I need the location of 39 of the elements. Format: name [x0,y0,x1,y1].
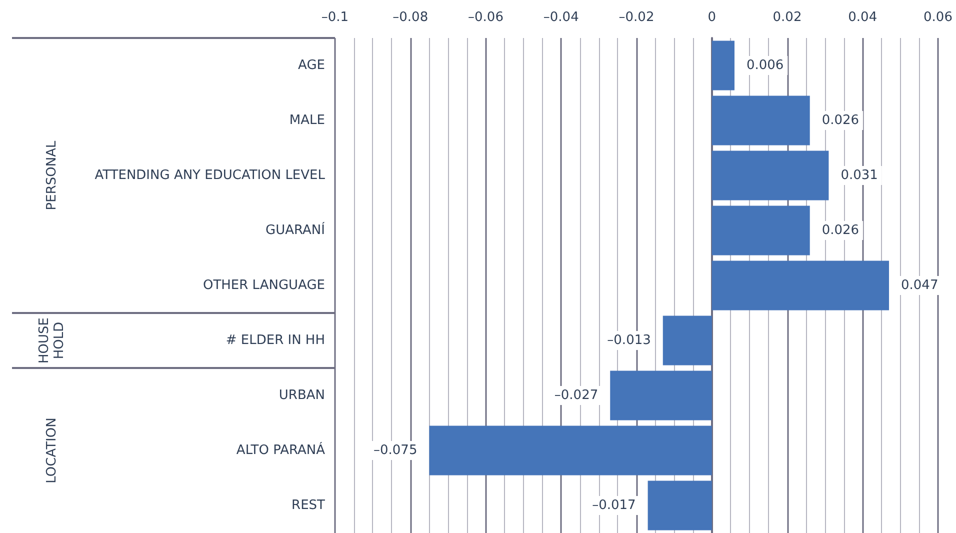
data-label: 0.031 [840,168,878,183]
data-label: 0.006 [746,58,784,73]
y-tick-label: REST [292,498,326,513]
data-label: 0.026 [822,113,860,128]
x-tick-label: –0.04 [543,10,579,25]
bar [712,206,810,256]
bar [712,260,890,310]
bar [662,316,712,366]
x-tick-label: 0 [708,10,716,25]
data-label: –0.075 [374,443,418,458]
x-tick-label: –0.06 [468,10,504,25]
y-tick-label: # ELDER IN HH [226,333,325,348]
text: PERSONAL [44,140,60,210]
x-tick-label: 0.06 [924,10,952,25]
data-label: –0.027 [554,388,598,403]
x-tick-label: 0.02 [772,10,802,25]
y-tick-label: ATTENDING ANY EDUCATION LEVEL [94,168,326,183]
x-tick-label: 0.04 [848,10,878,25]
x-tick-label: –0.02 [618,10,654,25]
y-tick-label: MALE [289,113,325,128]
data-label: 0.047 [901,278,938,293]
x-tick-label: –0.1 [321,10,349,25]
text: LOCATION [44,418,60,484]
data-label: 0.026 [822,223,860,238]
bar [648,480,712,530]
bar [712,40,734,90]
bar [610,370,712,420]
y-tick-label: GUARANÍ [266,221,326,238]
bar [429,426,712,476]
y-tick-label: OTHER LANGUAGE [202,278,325,293]
text: HOUSE HOLD [37,318,67,364]
bar [712,96,810,146]
data-label: –0.017 [592,498,636,513]
bar [712,150,829,200]
y-tick-label: AGE [298,58,325,73]
y-tick-label: ALTO PARANÁ [236,441,326,458]
y-tick-label: URBAN [278,388,325,403]
data-label: –0.013 [607,333,651,348]
x-tick-label: –0.08 [392,10,428,25]
